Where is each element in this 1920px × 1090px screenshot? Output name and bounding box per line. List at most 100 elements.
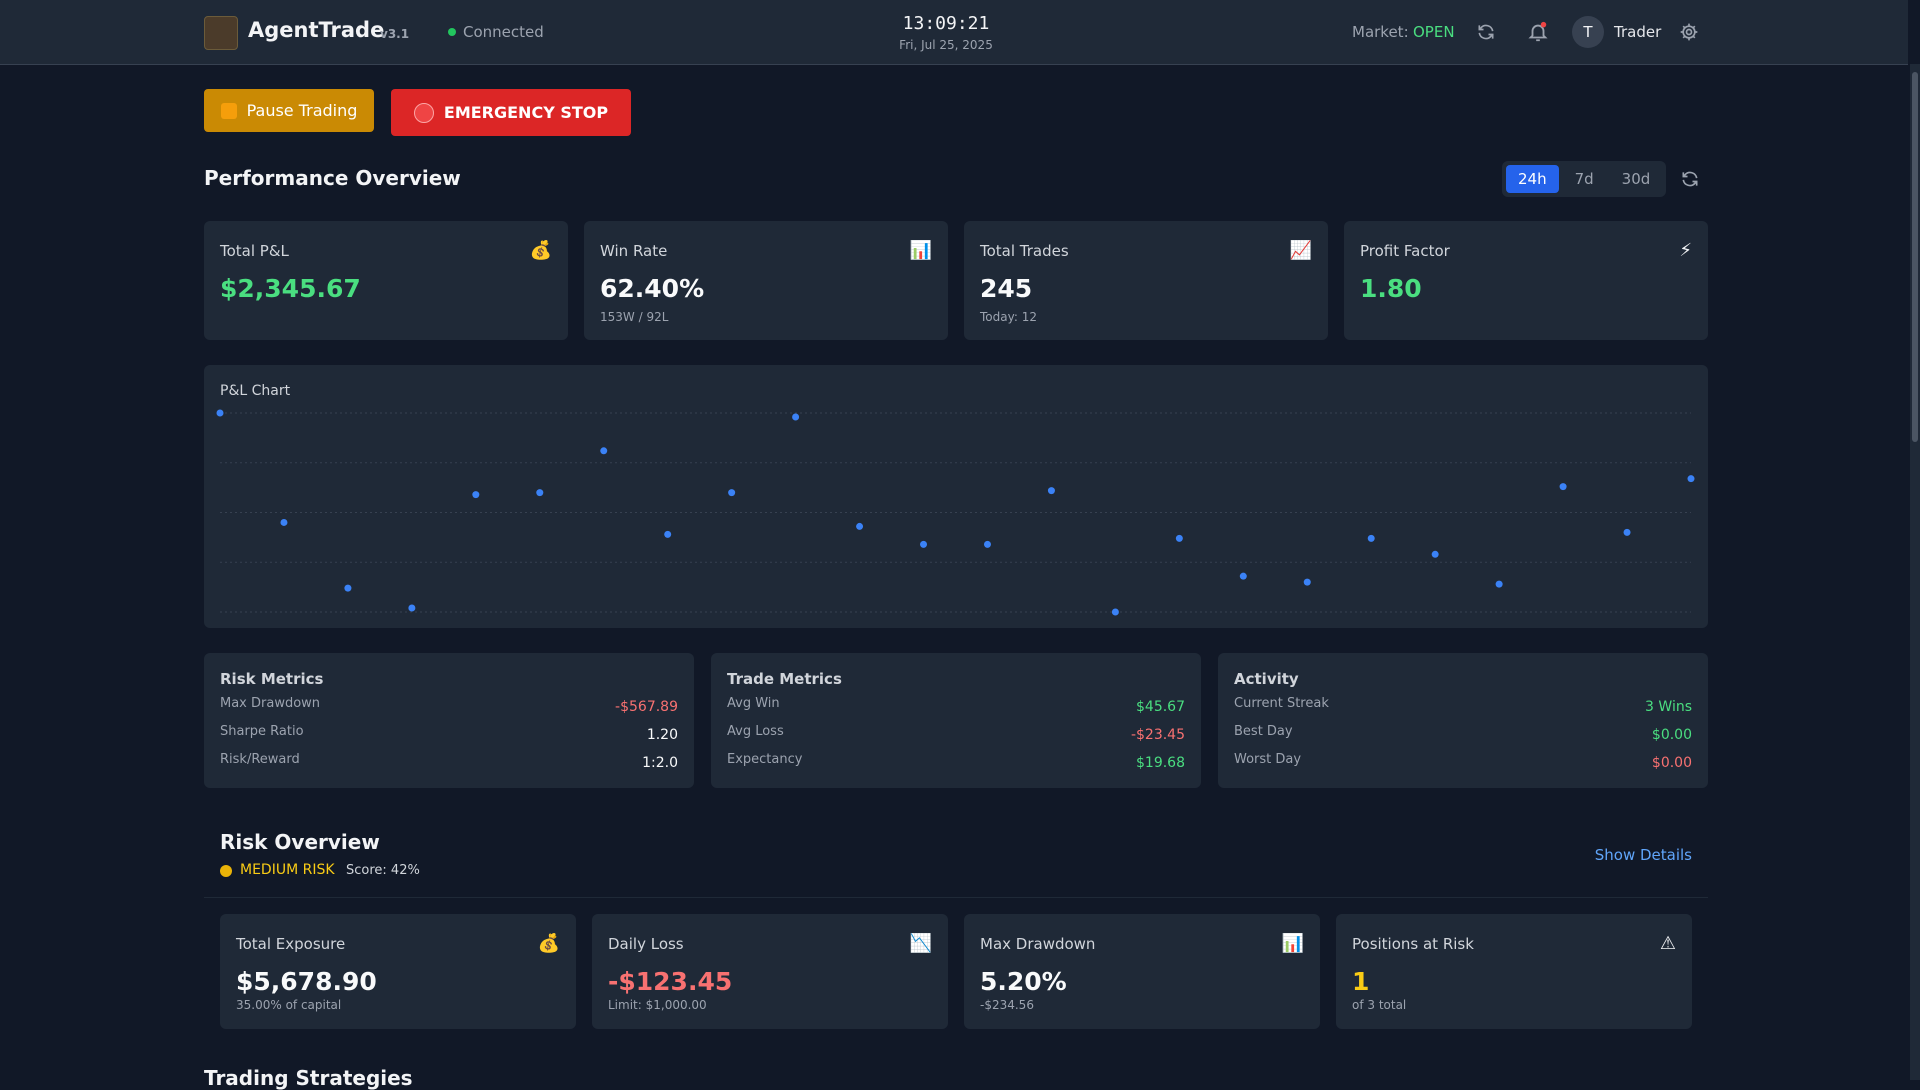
stop-icon: [413, 102, 434, 123]
metric-label: Avg Win: [727, 696, 780, 711]
pause-label: Pause Trading: [246, 101, 358, 120]
metric-value: -$23.45: [1130, 727, 1185, 743]
divider: [204, 897, 1708, 898]
market-label: Market:: [1352, 23, 1409, 41]
range-option[interactable]: 24h: [1506, 165, 1559, 193]
point: [1687, 475, 1695, 483]
market-status: OPEN: [1413, 23, 1455, 41]
metric-value: $0.00: [1651, 755, 1692, 771]
metric-card: Trade Metrics Avg Win $45.67 Avg Loss -$23.4…: [711, 653, 1201, 788]
stat-card: Total Exposure 💰 $5,678.90 35.00% of capita…: [220, 914, 576, 1029]
risk-score: Score: 42%: [346, 863, 420, 878]
pause-icon: [220, 102, 237, 119]
point: [856, 522, 864, 530]
metric-value: 1.20: [646, 727, 678, 743]
scrollbar: [1910, 64, 1920, 1080]
card-label: Total P&L: [220, 242, 289, 260]
card-icon: 💰: [529, 240, 552, 261]
metric-value: $45.67: [1136, 699, 1185, 715]
card-icon: 📊: [1281, 933, 1304, 954]
card-label: Positions at Risk: [1352, 935, 1474, 953]
metric-label: Max Drawdown: [220, 696, 321, 711]
card-value: $2,345.67: [220, 274, 361, 303]
connection-status: Connected: [463, 23, 544, 41]
section-title: Trading Strategies: [204, 1066, 413, 1090]
range-option[interactable]: 30d: [1621, 170, 1651, 188]
clock: 13:09:21: [902, 13, 990, 34]
metric-title: Activity: [1234, 670, 1299, 688]
metric-label: Risk/Reward: [220, 752, 300, 767]
card-icon: 💰: [537, 933, 560, 954]
card-value: 5.20%: [980, 967, 1067, 996]
card-label: Daily Loss: [608, 935, 684, 953]
point: [664, 530, 672, 538]
risk-title: Risk Overview: [220, 830, 380, 854]
chart-title: P&L Chart: [220, 383, 291, 399]
point: [1367, 534, 1375, 542]
point: [408, 604, 416, 612]
chart-card: P&L Chart: [204, 365, 1708, 628]
card-label: Profit Factor: [1360, 242, 1450, 260]
card-value: 1: [1352, 967, 1370, 996]
point: [983, 540, 991, 548]
metric-card: Risk Metrics Max Drawdown -$567.89 Sharpe R…: [204, 653, 694, 788]
card-icon: 📉: [909, 933, 932, 954]
metric-value: 1:2.0: [642, 755, 678, 771]
section-title: Performance Overview: [204, 166, 461, 190]
stat-card: Positions at Risk ⚠ 1 of 3 total: [1336, 914, 1692, 1029]
card-sub: Limit: $1,000.00: [608, 998, 707, 1012]
point: [1431, 550, 1439, 558]
point: [1495, 580, 1503, 588]
card-value: 1.80: [1360, 274, 1422, 303]
metric-label: Expectancy: [727, 752, 803, 767]
refresh-icon[interactable]: [1680, 169, 1700, 189]
card-value: 62.40%: [600, 274, 705, 303]
card-icon: ⚠: [1659, 933, 1676, 954]
avatar[interactable]: T: [1572, 16, 1604, 48]
card-value: $5,678.90: [236, 967, 377, 996]
settings-icon[interactable]: [1679, 22, 1699, 42]
point: [280, 518, 288, 526]
user-name[interactable]: Trader: [1614, 23, 1662, 41]
metric-card: Activity Current Streak 3 Wins Best Day $0.0…: [1218, 653, 1708, 788]
pause-button[interactable]: Pause Trading: [204, 89, 374, 132]
emergency-button[interactable]: EMERGENCY STOP: [391, 89, 631, 136]
metric-label: Sharpe Ratio: [220, 724, 304, 739]
range-option[interactable]: 7d: [1574, 170, 1594, 188]
point: [1303, 578, 1311, 586]
logo: [204, 16, 238, 50]
scroll-thumb[interactable]: [1912, 72, 1918, 442]
notifications-icon[interactable]: [1527, 21, 1549, 43]
point: [536, 489, 544, 497]
metric-value: $19.68: [1136, 755, 1185, 771]
show-details[interactable]: Show Details: [1594, 846, 1692, 864]
stat-card: Win Rate 📊 62.40% 153W / 92L: [584, 221, 948, 340]
metric-label: Best Day: [1234, 724, 1293, 739]
metric-value: 3 Wins: [1645, 699, 1692, 715]
point: [600, 447, 608, 455]
metric-value: -$567.89: [615, 699, 678, 715]
point: [1047, 487, 1055, 495]
risk-level: MEDIUM RISK: [240, 862, 335, 878]
card-label: Total Trades: [980, 242, 1069, 260]
point: [1239, 572, 1247, 580]
version: v3.1: [380, 27, 410, 41]
top-bar: AgentTrade v3.1 Connected 13:09:21 Fri, …: [0, 0, 1908, 65]
card-label: Max Drawdown: [980, 935, 1096, 953]
metric-title: Risk Metrics: [220, 670, 324, 688]
risk-dot: [220, 865, 232, 877]
metric-value: $0.00: [1651, 727, 1692, 743]
card-sub: -$234.56: [980, 998, 1034, 1012]
card-sub: Today: 12: [980, 310, 1037, 324]
refresh-icon[interactable]: [1476, 22, 1496, 42]
metric-label: Avg Loss: [727, 724, 784, 739]
card-label: Win Rate: [600, 242, 668, 260]
card-sub: 153W / 92L: [600, 310, 669, 324]
card-icon: 📊: [909, 240, 932, 261]
range-toggle: 24h 7d 30d: [1502, 161, 1667, 197]
point: [344, 584, 352, 592]
point: [920, 540, 928, 548]
point: [728, 489, 736, 497]
